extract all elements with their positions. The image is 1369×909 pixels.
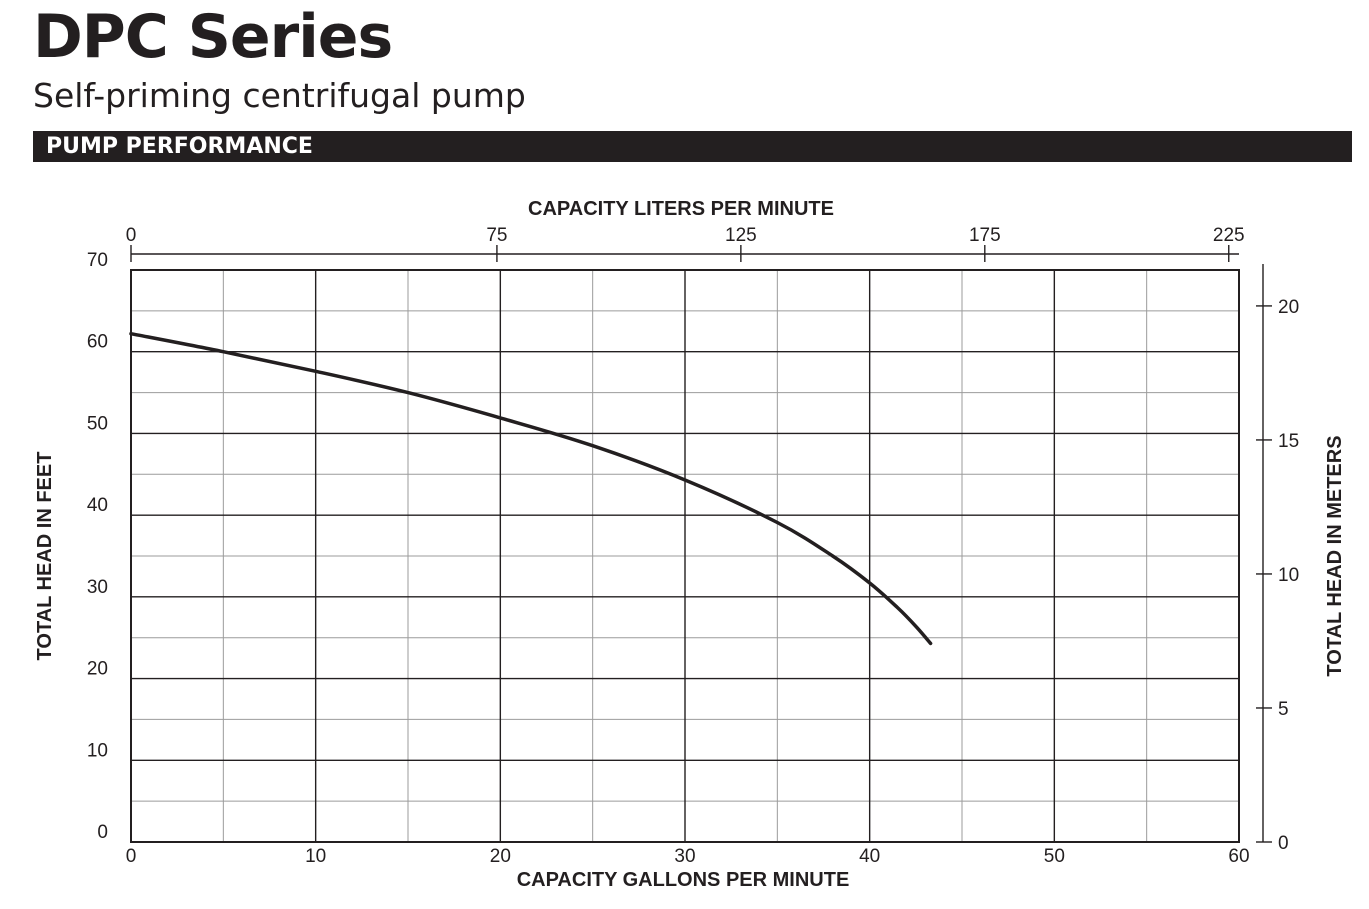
x-tick-label: 30 [674,846,695,867]
top-tick-label: 0 [126,225,137,246]
x-tick-label: 50 [1044,846,1065,867]
right-tick-label: 10 [1278,565,1299,586]
y-tick-label: 10 [87,740,108,761]
top-tick-label: 225 [1213,225,1245,246]
x-tick-label: 20 [490,846,511,867]
page-title: DPC Series [33,2,393,72]
y-tick-label: 30 [87,577,108,598]
right-tick-label: 0 [1278,833,1289,854]
y-tick-label: 0 [97,822,108,843]
right-tick-label: 5 [1278,699,1289,720]
right-tick-label: 20 [1278,297,1299,318]
y-tick-label: 40 [87,495,108,516]
top-tick-label: 175 [969,225,1001,246]
y-axis-title: TOTAL HEAD IN FEET [34,452,56,661]
bottom-axis-ticks: 0 10 20 30 40 50 60 [126,846,1250,867]
right-axis-title: TOTAL HEAD IN METERS [1324,435,1346,676]
x-tick-label: 0 [126,846,137,867]
y-tick-label: 50 [87,413,108,434]
y-tick-label: 70 [87,250,108,271]
top-axis-title: CAPACITY LITERS PER MINUTE [528,198,834,220]
x-tick-label: 40 [859,846,880,867]
right-tick-label: 15 [1278,431,1299,452]
x-axis-title: CAPACITY GALLONS PER MINUTE [517,869,850,891]
right-axis: 0 5 10 15 20 [1256,264,1299,854]
performance-curve [129,331,933,646]
y-tick-label: 20 [87,659,108,680]
x-tick-label: 10 [305,846,326,867]
plot-frame [130,269,1240,843]
page-subtitle: Self-priming centrifugal pump [33,76,526,115]
left-axis-ticks: 0 10 20 30 40 50 60 70 [87,250,108,843]
x-tick-label: 60 [1228,846,1249,867]
y-tick-label: 60 [87,332,108,353]
top-axis: 0 75 125 175 225 [126,225,1245,262]
section-header-label: PUMP PERFORMANCE [46,134,313,159]
major-grid [131,270,1239,842]
top-tick-label: 125 [725,225,757,246]
top-tick-label: 75 [486,225,507,246]
section-header-bar: PUMP PERFORMANCE [33,131,1352,162]
